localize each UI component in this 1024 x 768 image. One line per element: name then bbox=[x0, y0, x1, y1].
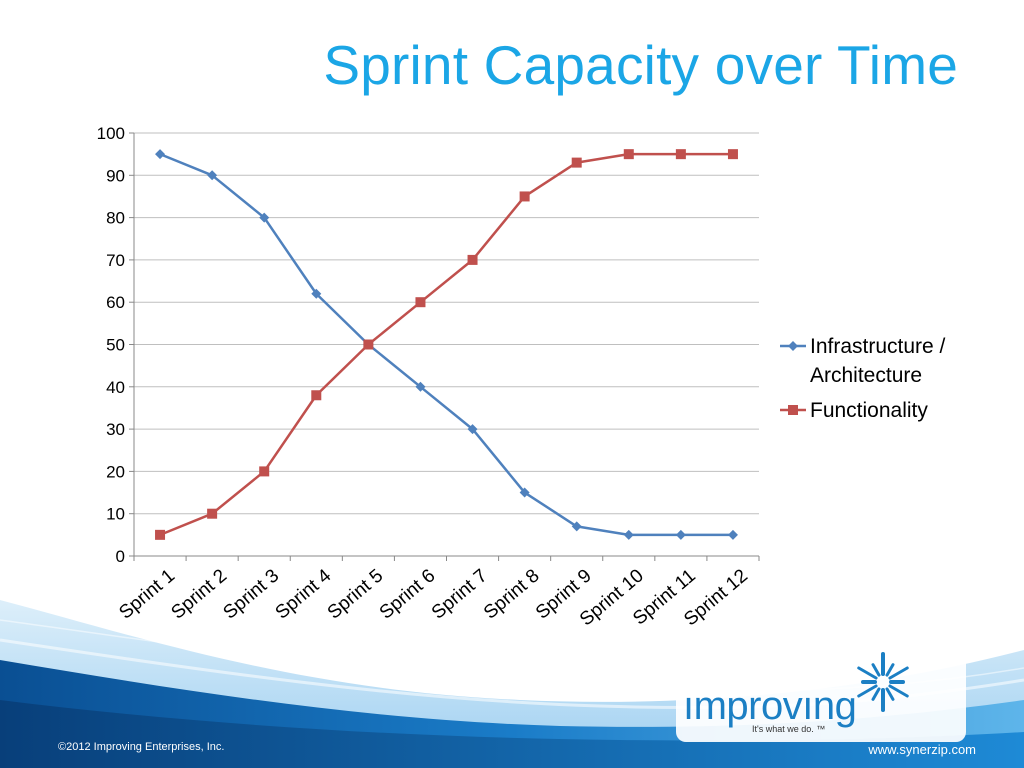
starburst-icon bbox=[857, 652, 909, 712]
starburst-ray bbox=[871, 687, 881, 701]
data-point bbox=[467, 254, 478, 265]
legend-label-line: Architecture bbox=[810, 364, 922, 387]
data-point bbox=[155, 149, 166, 160]
data-point bbox=[727, 529, 738, 540]
y-tick-label: 90 bbox=[106, 166, 125, 185]
legend-label: Functionality bbox=[810, 399, 928, 422]
legend-label: Infrastructure / Architecture bbox=[810, 335, 946, 387]
starburst-ray bbox=[885, 663, 895, 677]
y-tick-label: 100 bbox=[97, 124, 125, 143]
x-tick-label: Sprint 2 bbox=[167, 565, 231, 623]
series-line-1 bbox=[159, 152, 733, 537]
starburst-ray bbox=[885, 687, 895, 701]
data-point bbox=[519, 487, 530, 498]
y-tick-label: 10 bbox=[106, 505, 125, 524]
series-line-2 bbox=[159, 152, 733, 537]
data-point bbox=[623, 529, 634, 540]
chart-series bbox=[155, 149, 738, 540]
footer-copyright: ©2012 Improving Enterprises, Inc. bbox=[58, 741, 225, 753]
data-point bbox=[155, 529, 166, 540]
data-point bbox=[675, 149, 686, 160]
data-point bbox=[311, 288, 322, 299]
data-point bbox=[571, 157, 582, 168]
data-point bbox=[519, 191, 530, 202]
y-tick-label: 0 bbox=[116, 547, 125, 566]
data-point bbox=[259, 466, 270, 477]
chart-gridlines bbox=[134, 132, 759, 515]
data-point bbox=[675, 529, 686, 540]
logo-tagline: It's what we do. ™ bbox=[752, 724, 826, 734]
data-point bbox=[571, 521, 582, 532]
footer-website: www.synerzip.com bbox=[868, 742, 976, 757]
starburst-ray bbox=[888, 684, 909, 698]
data-point bbox=[259, 212, 270, 223]
y-tick-label: 20 bbox=[106, 462, 125, 481]
legend-label-line: Infrastructure / bbox=[810, 335, 946, 358]
y-tick-label: 70 bbox=[106, 251, 125, 270]
y-tick-label: 30 bbox=[106, 420, 125, 439]
y-tick-label: 80 bbox=[106, 209, 125, 228]
data-point bbox=[207, 170, 218, 181]
legend-marker bbox=[788, 341, 798, 351]
logo-wordmark: ımprovıng bbox=[683, 684, 857, 728]
starburst-ray bbox=[857, 684, 878, 698]
y-tick-label: 40 bbox=[106, 378, 125, 397]
legend-label-line: Functionality bbox=[810, 399, 928, 422]
data-point bbox=[207, 508, 218, 519]
x-tick-label: Sprint 1 bbox=[115, 565, 179, 623]
data-point bbox=[467, 424, 478, 435]
data-point bbox=[415, 381, 426, 392]
data-point bbox=[363, 339, 374, 350]
y-tick-label: 60 bbox=[106, 293, 125, 312]
data-point bbox=[623, 149, 634, 160]
starburst-ray bbox=[871, 663, 881, 677]
chart-legend: Infrastructure / Architecture Functionalit… bbox=[780, 335, 946, 422]
data-point bbox=[727, 149, 738, 160]
y-axis-ticks: 0 10 20 30 40 50 60 70 80 90 100 bbox=[97, 124, 134, 566]
x-tick-label: Sprint 7 bbox=[428, 565, 492, 623]
data-point bbox=[415, 297, 426, 308]
data-point bbox=[311, 390, 322, 401]
x-tick-label: Sprint 4 bbox=[272, 565, 336, 623]
slide-title: Sprint Capacity over Time bbox=[323, 34, 958, 96]
starburst-ray bbox=[888, 666, 909, 680]
x-tick-label: Sprint 3 bbox=[220, 565, 284, 623]
x-tick-label: Sprint 5 bbox=[324, 565, 388, 623]
y-tick-label: 50 bbox=[106, 336, 125, 355]
x-tick-label: Sprint 8 bbox=[480, 565, 544, 623]
legend-marker bbox=[788, 405, 798, 415]
starburst-ray bbox=[857, 666, 878, 680]
x-tick-label: Sprint 6 bbox=[376, 565, 440, 623]
